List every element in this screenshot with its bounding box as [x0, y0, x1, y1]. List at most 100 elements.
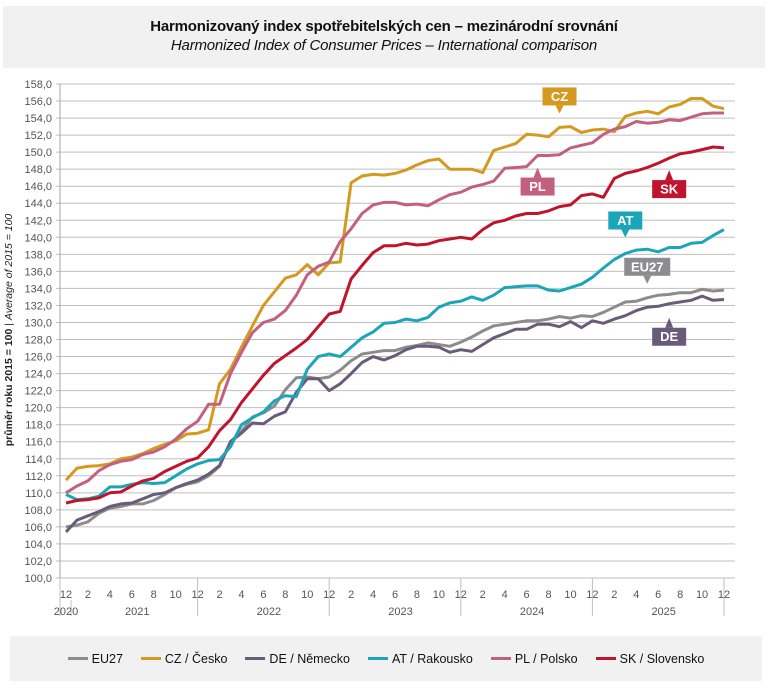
callout-label: EU27 [631, 259, 664, 274]
x-year-label: 2025 [651, 606, 675, 618]
y-tick-label: 126,0 [24, 352, 52, 364]
y-tick-label: 138,0 [24, 249, 52, 261]
chart-subtitle: Harmonized Index of Consumer Prices – In… [170, 37, 598, 54]
y-tick-label: 156,0 [24, 96, 52, 108]
series-lines [64, 97, 725, 534]
grid-lines [56, 83, 735, 579]
callout-pointer [665, 170, 674, 181]
callout-box [542, 87, 577, 106]
y-tick-label: 146,0 [24, 181, 52, 193]
y-tick-label: 158,0 [24, 79, 52, 91]
y-tick-label: 118,0 [25, 420, 52, 432]
y-tick-label: 124,0 [24, 369, 52, 381]
y-tick-label: 152,0 [24, 130, 52, 142]
y-tick-label: 148,0 [24, 164, 52, 176]
y-tick-label: 112,0 [25, 471, 52, 483]
legend: EU27 CZ / Česko DE / Německo AT / Rakousko P… [10, 636, 762, 681]
x-tick-label: 8 [545, 589, 551, 601]
callout-pointer [533, 167, 542, 178]
y-tick-label: 106,0 [24, 522, 52, 534]
series-line-at [65, 228, 725, 502]
x-tick-label: 6 [392, 589, 398, 601]
x-tick-label: 4 [502, 589, 508, 601]
x-tick-label: 6 [655, 589, 661, 601]
x-tick-label: 2 [611, 589, 617, 601]
x-tick-label: 12 [60, 589, 72, 601]
y-tick-label: 116,0 [25, 437, 52, 449]
legend-swatch [67, 657, 88, 660]
y-axis: 100,0 102,0 104,0 106,0 108,0 110,0 112,0 114,0… [24, 79, 61, 585]
x-year-label: 2024 [520, 606, 544, 618]
y-tick-label: 104,0 [24, 539, 52, 551]
legend-label: AT / Rakousko [392, 651, 473, 666]
y-axis-label-separator: | [3, 320, 15, 329]
legend-swatch [368, 657, 389, 660]
legend-item: CZ / Česko [140, 651, 228, 666]
y-axis-label: průměr roku 2015 = 100 | Average of 2015… [3, 214, 15, 447]
x-tick-label: 10 [564, 589, 576, 601]
callout-sk: SK [652, 170, 687, 199]
legend-swatch [245, 657, 266, 660]
legend-label: DE / Německo [269, 651, 351, 666]
y-tick-label: 108,0 [24, 505, 52, 517]
y-tick-label: 134,0 [24, 283, 52, 295]
legend-label: PL / Polsko [514, 651, 578, 666]
x-tick-label: 2 [480, 589, 486, 601]
callout-label: SK [660, 182, 679, 197]
series-line-pl [65, 111, 724, 495]
x-tick-label: 2 [85, 589, 91, 601]
callout-pl: PL [520, 167, 555, 196]
x-tick-label: 2 [348, 589, 354, 601]
x-tick-label: 8 [414, 589, 420, 601]
y-tick-label: 102,0 [24, 556, 52, 568]
callout-pointer [621, 229, 630, 238]
y-axis-label-cs: průměr roku 2015 = 100 [3, 328, 15, 446]
x-year-label: 2022 [257, 606, 281, 618]
x-year-label: 2020 [54, 606, 78, 618]
legend-label: EU27 [91, 651, 123, 666]
callout-label: AT [617, 213, 633, 228]
x-tick-label: 10 [301, 589, 313, 601]
callout-box [652, 180, 687, 199]
x-axis: 12 2 4 6 8 10 12 2 4 6 8 10 12 2 4 6 8 10 12 2 4 6 8 10 12 2 4 6 8 10… [54, 578, 730, 618]
legend-label: CZ / Česko [164, 651, 228, 666]
y-axis-label-en: Average of 2015 = 100 [3, 214, 15, 322]
y-tick-label: 122,0 [24, 386, 52, 398]
legend-item: AT / Rakousko [368, 652, 473, 666]
x-tick-label: 4 [633, 589, 639, 601]
callout-pointer [555, 105, 564, 114]
legend-item: SK / Slovensko [595, 651, 705, 666]
callout-label: CZ [551, 89, 568, 104]
callout-at: AT [608, 211, 643, 238]
chart-title: Harmonizovaný index spotřebitelských cen… [150, 18, 618, 35]
callout-box [520, 177, 555, 196]
callout-box [608, 211, 643, 230]
y-tick-label: 142,0 [24, 215, 52, 227]
series-line-de [64, 294, 725, 534]
legend-item: PL / Polsko [490, 651, 578, 666]
series-line-sk [65, 145, 725, 505]
y-tick-label: 140,0 [24, 232, 52, 244]
x-year-label: 2023 [388, 606, 412, 618]
y-tick-label: 144,0 [24, 198, 52, 210]
x-tick-label: 6 [129, 589, 135, 601]
x-tick-label: 2 [216, 589, 222, 601]
callout-cz: CZ [542, 87, 577, 114]
line-chart: 100,0 102,0 104,0 106,0 108,0 110,0 112,0 114,0… [3, 79, 735, 618]
x-tick-label: 4 [370, 589, 376, 601]
y-tick-label: 128,0 [24, 335, 52, 347]
x-tick-label: 8 [282, 589, 288, 601]
x-tick-label: 4 [238, 589, 244, 601]
legend-item: EU27 [67, 651, 123, 666]
y-tick-label: 136,0 [24, 266, 52, 278]
callout-eu27: EU27 [624, 257, 671, 284]
callout-pointer [643, 275, 652, 284]
x-tick-label: 10 [696, 589, 708, 601]
y-tick-label: 130,0 [24, 317, 52, 329]
x-tick-label: 6 [260, 589, 266, 601]
y-tick-label: 100,0 [24, 573, 52, 585]
legend-label: SK / Slovensko [619, 651, 705, 666]
callout-box [652, 327, 687, 346]
chart-header: Harmonizovaný index spotřebitelských cen… [3, 6, 765, 68]
callout-box [624, 257, 671, 276]
